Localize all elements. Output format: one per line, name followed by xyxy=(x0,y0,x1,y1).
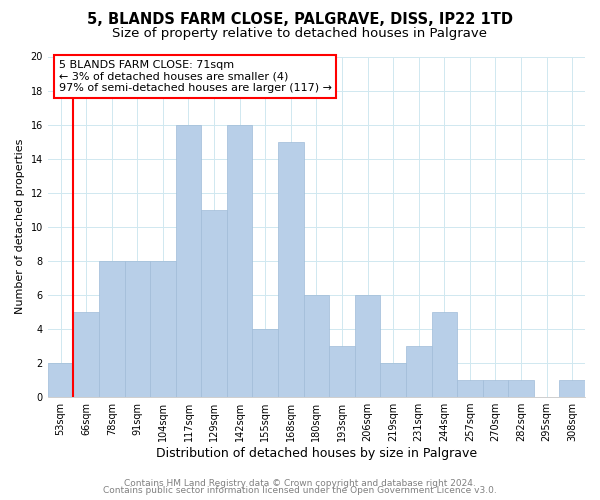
Text: Size of property relative to detached houses in Palgrave: Size of property relative to detached ho… xyxy=(113,28,487,40)
Bar xyxy=(201,210,227,397)
Bar xyxy=(48,363,73,397)
Bar xyxy=(508,380,534,397)
X-axis label: Distribution of detached houses by size in Palgrave: Distribution of detached houses by size … xyxy=(156,447,477,460)
Bar xyxy=(559,380,585,397)
Bar xyxy=(176,124,201,397)
Y-axis label: Number of detached properties: Number of detached properties xyxy=(15,139,25,314)
Bar xyxy=(355,295,380,397)
Bar xyxy=(457,380,482,397)
Bar xyxy=(125,261,150,397)
Bar xyxy=(227,124,253,397)
Bar xyxy=(380,363,406,397)
Bar xyxy=(304,295,329,397)
Bar xyxy=(278,142,304,397)
Text: 5 BLANDS FARM CLOSE: 71sqm
← 3% of detached houses are smaller (4)
97% of semi-d: 5 BLANDS FARM CLOSE: 71sqm ← 3% of detac… xyxy=(59,60,332,93)
Text: 5, BLANDS FARM CLOSE, PALGRAVE, DISS, IP22 1TD: 5, BLANDS FARM CLOSE, PALGRAVE, DISS, IP… xyxy=(87,12,513,28)
Bar xyxy=(406,346,431,397)
Text: Contains public sector information licensed under the Open Government Licence v3: Contains public sector information licen… xyxy=(103,486,497,495)
Bar xyxy=(99,261,125,397)
Bar xyxy=(150,261,176,397)
Bar xyxy=(253,329,278,397)
Bar xyxy=(431,312,457,397)
Text: Contains HM Land Registry data © Crown copyright and database right 2024.: Contains HM Land Registry data © Crown c… xyxy=(124,478,476,488)
Bar xyxy=(73,312,99,397)
Bar xyxy=(329,346,355,397)
Bar xyxy=(482,380,508,397)
